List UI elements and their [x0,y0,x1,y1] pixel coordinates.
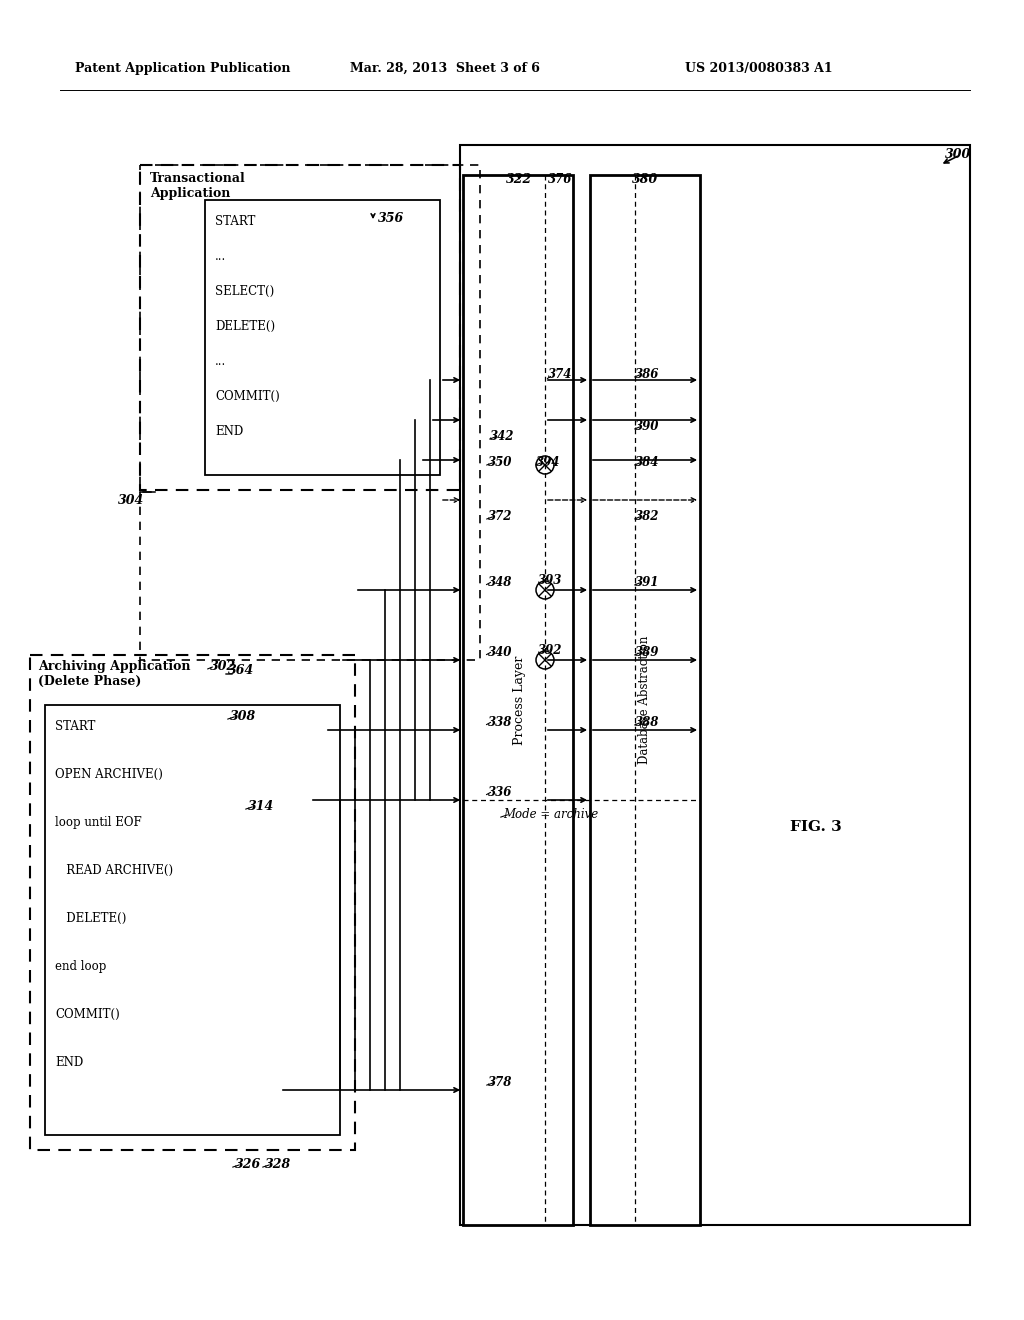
Text: loop until EOF: loop until EOF [55,816,141,829]
Text: Archiving Application
(Delete Phase): Archiving Application (Delete Phase) [38,660,190,688]
Text: 342: 342 [490,430,514,444]
Text: START: START [215,215,255,228]
Text: READ ARCHIVE(): READ ARCHIVE() [55,865,173,876]
Text: ...: ... [215,249,226,263]
Text: 322: 322 [506,173,532,186]
Text: 372: 372 [488,510,512,523]
Bar [30,655,355,1150]
Text: Process Layer: Process Layer [512,655,525,744]
Text: 300: 300 [945,148,971,161]
Text: OPEN ARCHIVE(): OPEN ARCHIVE() [55,768,163,781]
Text: 390: 390 [635,420,659,433]
Text: Mar. 28, 2013  Sheet 3 of 6: Mar. 28, 2013 Sheet 3 of 6 [350,62,540,75]
Text: SELECT(): SELECT() [215,285,274,298]
Text: COMMIT(): COMMIT() [55,1008,120,1020]
Text: 308: 308 [230,710,256,723]
Text: 378: 378 [488,1076,512,1089]
Text: end loop: end loop [55,960,106,973]
Text: Transactional
Application: Transactional Application [150,172,246,201]
Text: 364: 364 [228,664,254,677]
Text: DELETE(): DELETE() [55,912,126,925]
Bar [140,165,480,660]
Text: 304: 304 [118,494,144,507]
Text: 382: 382 [635,510,659,523]
Text: 356: 356 [378,213,404,224]
Text: 338: 338 [488,715,512,729]
Bar [205,201,440,475]
Text: END: END [215,425,244,438]
Text: 389: 389 [635,645,659,659]
Text: 374: 374 [548,368,572,381]
Text: US 2013/0080383 A1: US 2013/0080383 A1 [685,62,833,75]
Bar [590,176,700,1225]
Bar [460,145,970,1225]
Text: Patent Application Publication: Patent Application Publication [75,62,291,75]
Text: Mode = archive: Mode = archive [503,808,598,821]
Text: 314: 314 [248,800,274,813]
Text: START: START [55,719,95,733]
Text: ...: ... [215,355,226,368]
Text: 384: 384 [635,455,659,469]
Text: 302: 302 [210,660,237,673]
Text: 392: 392 [538,644,562,657]
Text: 393: 393 [538,574,562,587]
Text: 394: 394 [536,455,560,469]
Text: DELETE(): DELETE() [215,319,275,333]
Text: 340: 340 [488,645,512,659]
Text: COMMIT(): COMMIT() [215,389,280,403]
Text: 388: 388 [635,715,659,729]
Bar [463,176,573,1225]
Bar [140,165,460,490]
Text: 386: 386 [635,368,659,381]
Text: 350: 350 [488,455,512,469]
Text: END: END [55,1056,83,1069]
Text: 391: 391 [635,576,659,589]
Bar [45,705,340,1135]
Text: Database Abstraction: Database Abstraction [639,636,651,764]
Text: 380: 380 [632,173,658,186]
Text: 376: 376 [548,173,572,186]
Text: 326: 326 [234,1158,261,1171]
Text: 348: 348 [488,576,512,589]
Text: 328: 328 [265,1158,291,1171]
Text: 336: 336 [488,785,512,799]
Text: FIG. 3: FIG. 3 [790,820,842,834]
